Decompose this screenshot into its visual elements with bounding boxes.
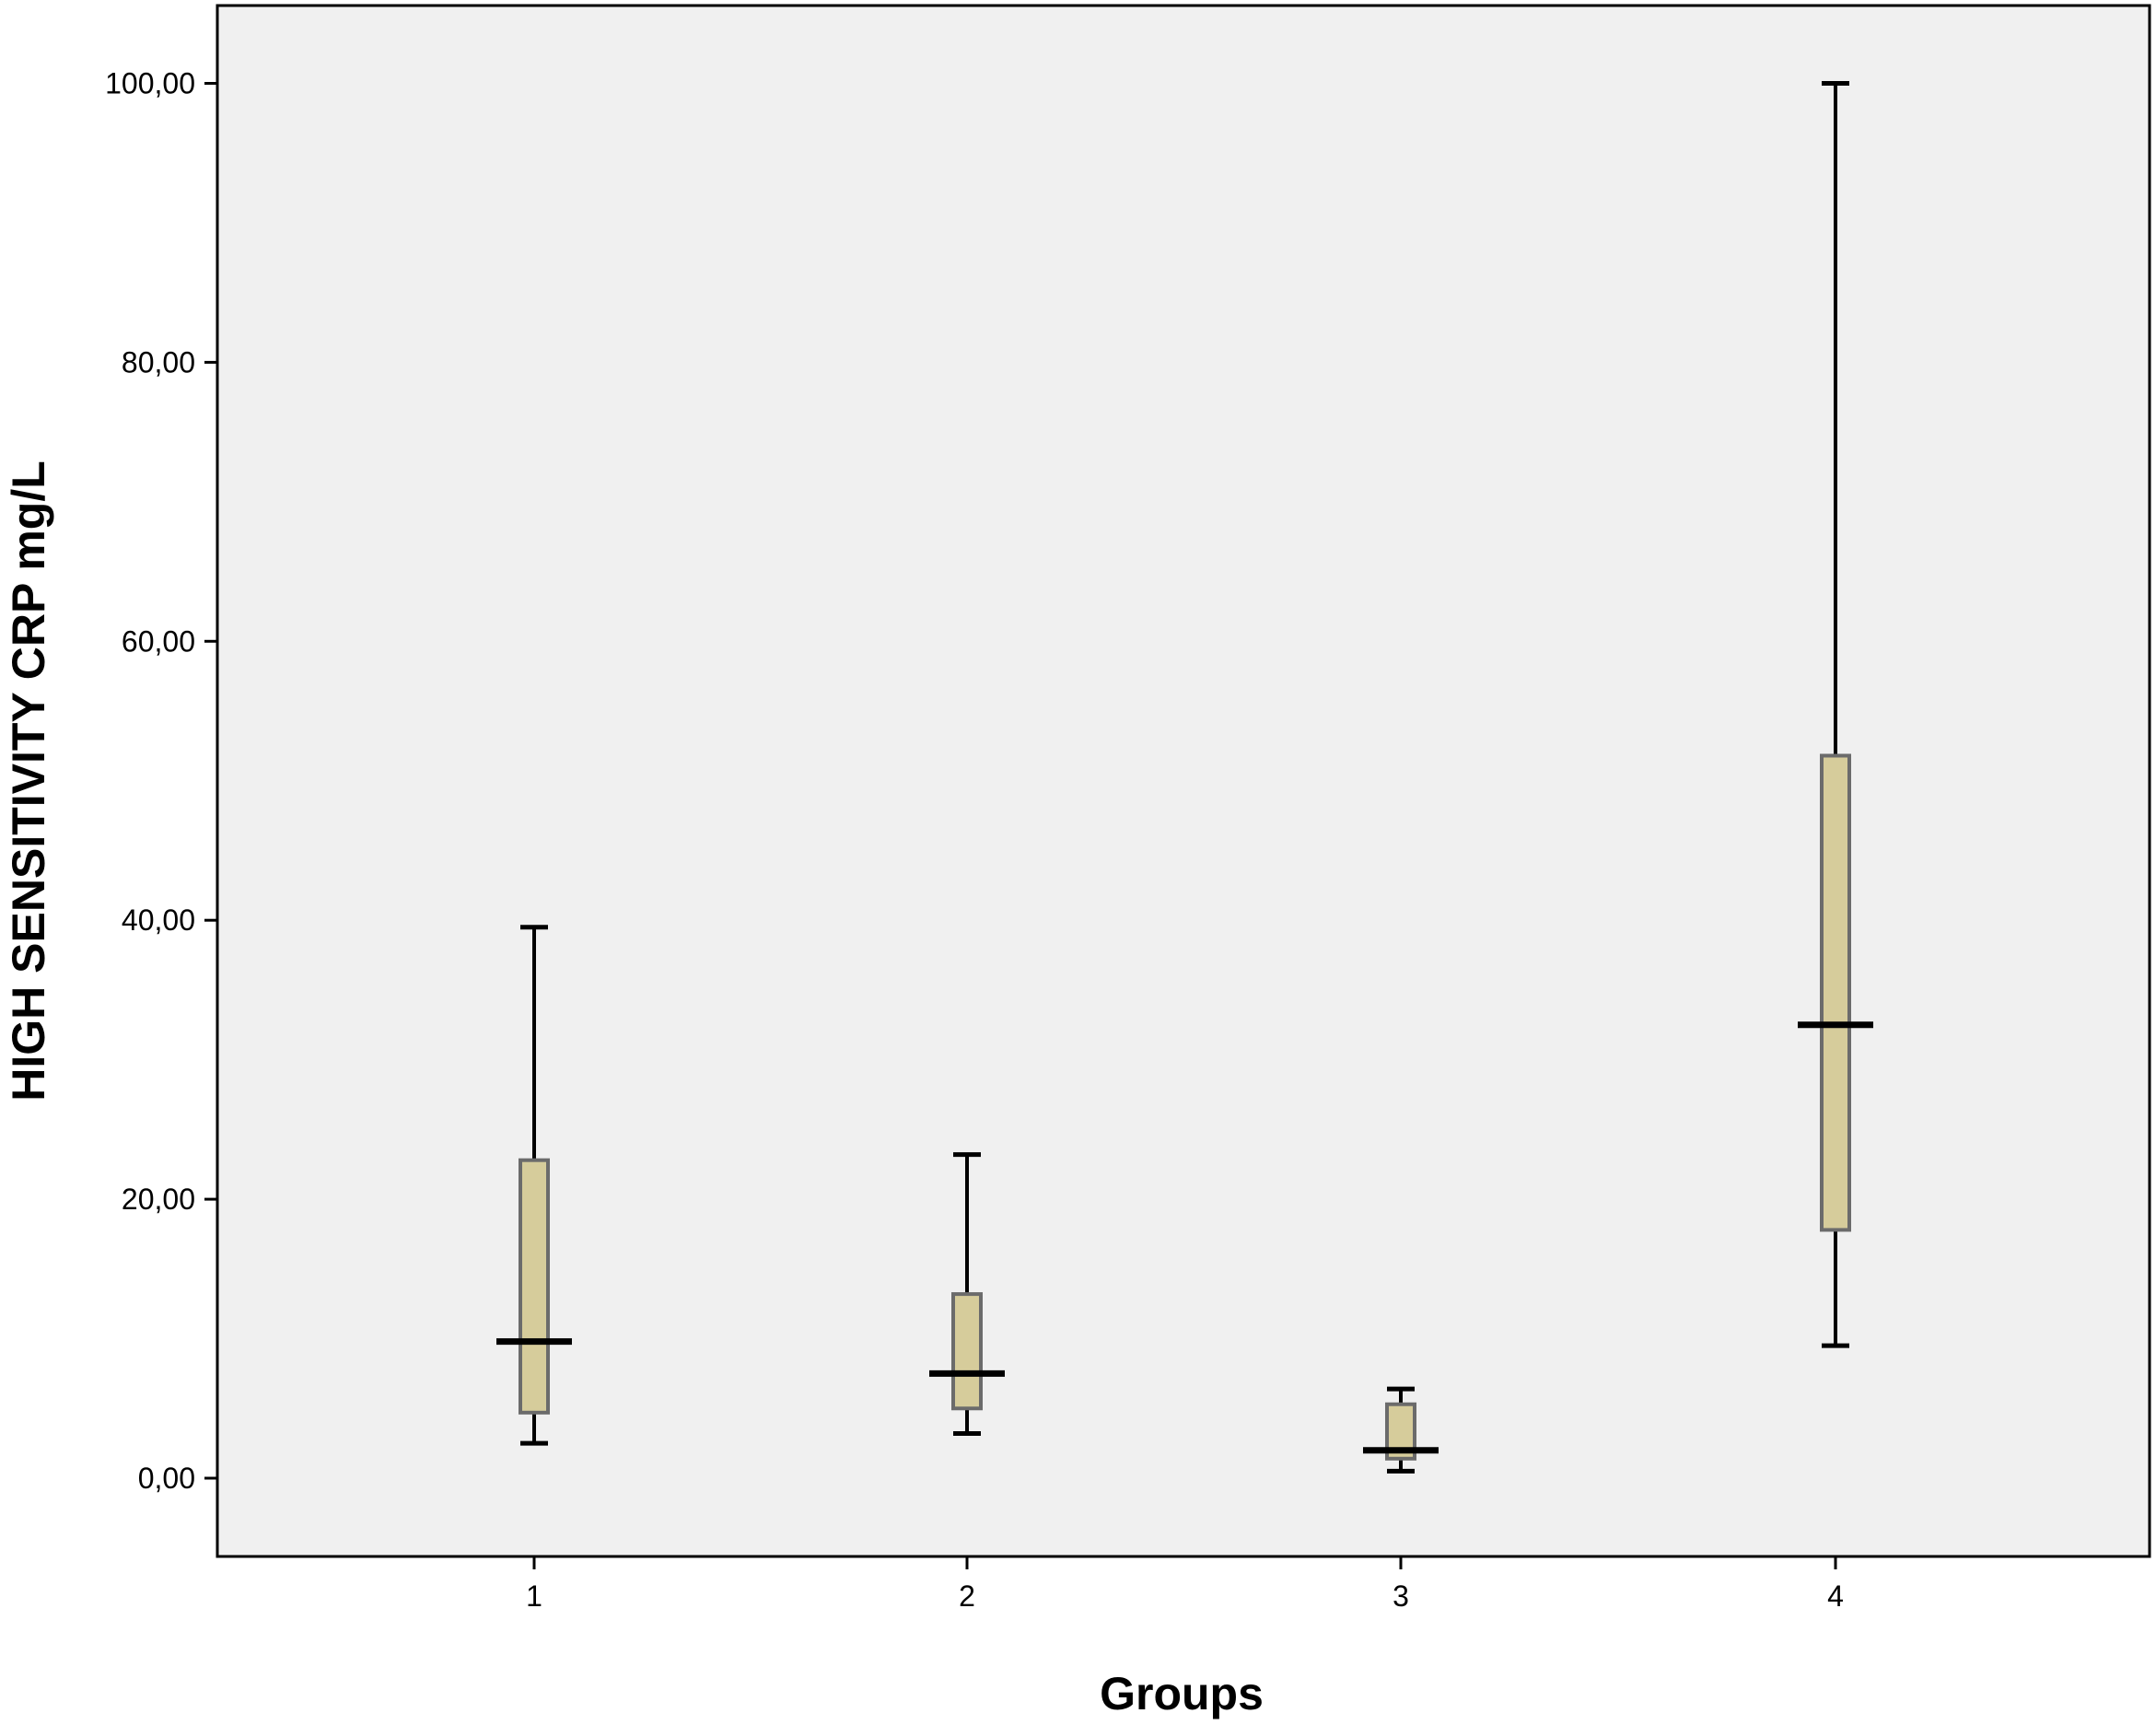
box-group-4 xyxy=(1798,81,1873,1348)
box-group-2 xyxy=(929,1152,1005,1437)
y-tick-label: 20,00 xyxy=(122,1183,195,1216)
iqr-box xyxy=(519,1158,550,1415)
box-series xyxy=(496,81,1873,1474)
plot-area xyxy=(216,4,2151,1558)
box-group-3 xyxy=(1363,1386,1439,1474)
x-tick-label: 4 xyxy=(1827,1579,1844,1613)
box-group-1 xyxy=(496,925,572,1446)
x-tick-label: 2 xyxy=(959,1579,975,1613)
y-tick-label: 100,00 xyxy=(105,67,195,100)
y-tick-label: 80,00 xyxy=(122,345,195,379)
y-axis-ticks: 0,00 20,00 40,00 60,00 80,00 100,00 xyxy=(105,67,217,1495)
iqr-box xyxy=(951,1292,983,1411)
y-tick-label: 40,00 xyxy=(122,903,195,937)
y-tick-label: 0,00 xyxy=(138,1462,195,1495)
y-tick-label: 60,00 xyxy=(122,624,195,658)
x-axis-ticks: 1 2 3 4 xyxy=(526,1556,1844,1613)
x-tick-label: 1 xyxy=(526,1579,542,1613)
x-axis-title: Groups xyxy=(1100,1668,1264,1719)
y-axis-title: HIGH SENSITIVITY CRP mg/L xyxy=(3,460,54,1101)
iqr-box xyxy=(1820,753,1851,1232)
x-tick-label: 3 xyxy=(1393,1579,1409,1613)
